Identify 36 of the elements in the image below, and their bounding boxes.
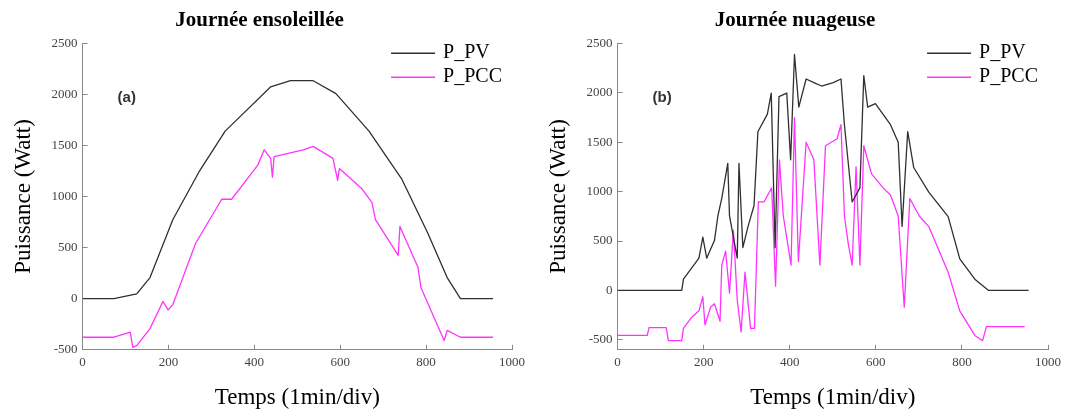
y-tick-label: -500	[588, 331, 613, 347]
annotation: (b)	[652, 88, 672, 106]
x-tick-label: 800	[952, 354, 972, 370]
y-tick-label: 0	[606, 281, 613, 297]
x-tick-label: 800	[416, 354, 436, 370]
y-tick-label: 500	[593, 232, 613, 248]
x-tick-label: 400	[780, 354, 800, 370]
y-axis-title: Puissance (Watt)	[9, 119, 35, 274]
legend-label: P_PV	[443, 40, 491, 63]
x-axis-title: Temps (1min/div)	[750, 384, 916, 410]
y-tick-label: 1500	[586, 133, 613, 149]
x-tick-label: 600	[330, 354, 350, 370]
y-tick-label: 1000	[51, 187, 78, 203]
y-tick-label: -500	[53, 341, 78, 357]
x-axis-title: Temps (1min/div)	[214, 384, 380, 410]
y-tick-label: 2000	[586, 84, 613, 100]
y-tick-label: 2500	[586, 34, 613, 50]
legend-label: P_PV	[979, 40, 1027, 63]
x-tick-label: 400	[244, 354, 265, 370]
y-tick-label: 1000	[586, 182, 613, 198]
y-tick-label: 500	[58, 239, 78, 255]
y-tick-label: 0	[71, 290, 78, 306]
y-tick-label: 2500	[51, 34, 78, 50]
x-tick-label: 600	[866, 354, 886, 370]
x-tick-label: 1000	[499, 354, 525, 370]
x-tick-label: 200	[693, 354, 714, 370]
chart-title: Journée ensoleillée	[175, 7, 344, 32]
legend-label: P_PCC	[979, 64, 1039, 87]
annotation: (a)	[117, 88, 136, 106]
y-tick-label: 1500	[51, 136, 78, 152]
y-tick-label: 2000	[51, 85, 78, 101]
x-tick-label: 200	[158, 354, 179, 370]
chart-title: Journée nuageuse	[714, 7, 876, 32]
legend-label: P_PCC	[443, 64, 503, 87]
x-tick-label: 1000	[1035, 354, 1061, 370]
y-axis-title: Puissance (Watt)	[544, 119, 570, 274]
